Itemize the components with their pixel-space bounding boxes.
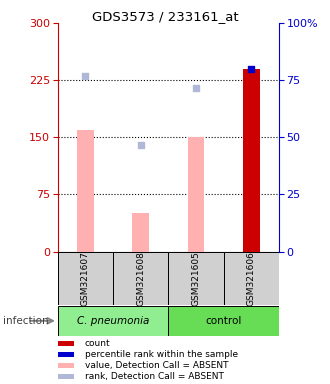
Text: rank, Detection Call = ABSENT: rank, Detection Call = ABSENT — [85, 372, 224, 381]
Bar — [168, 252, 224, 305]
Text: control: control — [205, 316, 242, 326]
Bar — [113, 252, 168, 305]
Text: count: count — [85, 339, 111, 348]
Point — [248, 66, 254, 72]
Point — [193, 85, 199, 91]
Point — [138, 142, 143, 148]
Text: infection: infection — [3, 316, 49, 326]
Bar — [58, 374, 74, 379]
Bar — [132, 214, 149, 252]
Text: GSM321605: GSM321605 — [191, 252, 200, 306]
Bar — [77, 130, 94, 252]
Bar — [58, 341, 74, 346]
Text: C. pneumonia: C. pneumonia — [77, 316, 149, 326]
Bar — [58, 252, 113, 305]
Text: percentile rank within the sample: percentile rank within the sample — [85, 350, 238, 359]
Text: GDS3573 / 233161_at: GDS3573 / 233161_at — [92, 10, 238, 23]
Bar — [58, 352, 74, 357]
Bar — [243, 69, 259, 252]
Text: value, Detection Call = ABSENT: value, Detection Call = ABSENT — [85, 361, 228, 370]
Text: GSM321607: GSM321607 — [81, 252, 90, 306]
Text: GSM321608: GSM321608 — [136, 252, 145, 306]
Bar — [223, 252, 279, 305]
Bar — [168, 306, 279, 336]
Bar — [188, 137, 204, 252]
Bar — [58, 363, 74, 368]
Bar — [58, 306, 168, 336]
Point — [83, 73, 88, 79]
Text: GSM321606: GSM321606 — [247, 252, 256, 306]
